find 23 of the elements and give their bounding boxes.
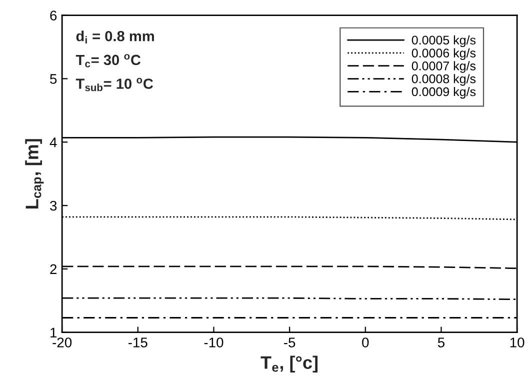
x-tick-label: 5 xyxy=(438,338,445,348)
legend-label: 0.0005 kg/s xyxy=(412,35,476,48)
y-tick-label: 4 xyxy=(50,138,57,148)
y-tick-label: 2 xyxy=(50,264,57,274)
legend-label: 0.0006 kg/s xyxy=(412,48,476,60)
annotation: T$_{sub}$= 10 $^{o}$C xyxy=(76,78,154,92)
annotation: T$_{c}$= 30 $^{o}$C xyxy=(76,54,141,68)
y-axis-title: L$_{cap}$, [m] xyxy=(25,139,44,208)
x-tick-label: -15 xyxy=(128,338,148,348)
x-tick-label: 10 xyxy=(510,338,524,348)
legend-label: 0.0008 kg/s xyxy=(412,74,476,86)
x-tick-label: -10 xyxy=(204,338,224,348)
annotation: d$_{i}$ = 0.8 mm xyxy=(76,30,154,44)
y-tick-label: 1 xyxy=(50,328,57,338)
y-tick-label: 3 xyxy=(50,200,57,211)
y-tick-label: 5 xyxy=(50,74,57,84)
legend-label: 0.0009 kg/s xyxy=(412,86,476,99)
legend-label: 0.0007 kg/s xyxy=(412,61,476,73)
y-tick-label: 6 xyxy=(50,10,57,20)
x-axis-title: T$_{e}$, [°c] xyxy=(260,356,318,373)
x-tick-label: -20 xyxy=(52,338,72,348)
x-tick-label: 0 xyxy=(362,338,369,348)
x-tick-label: -5 xyxy=(284,338,296,348)
